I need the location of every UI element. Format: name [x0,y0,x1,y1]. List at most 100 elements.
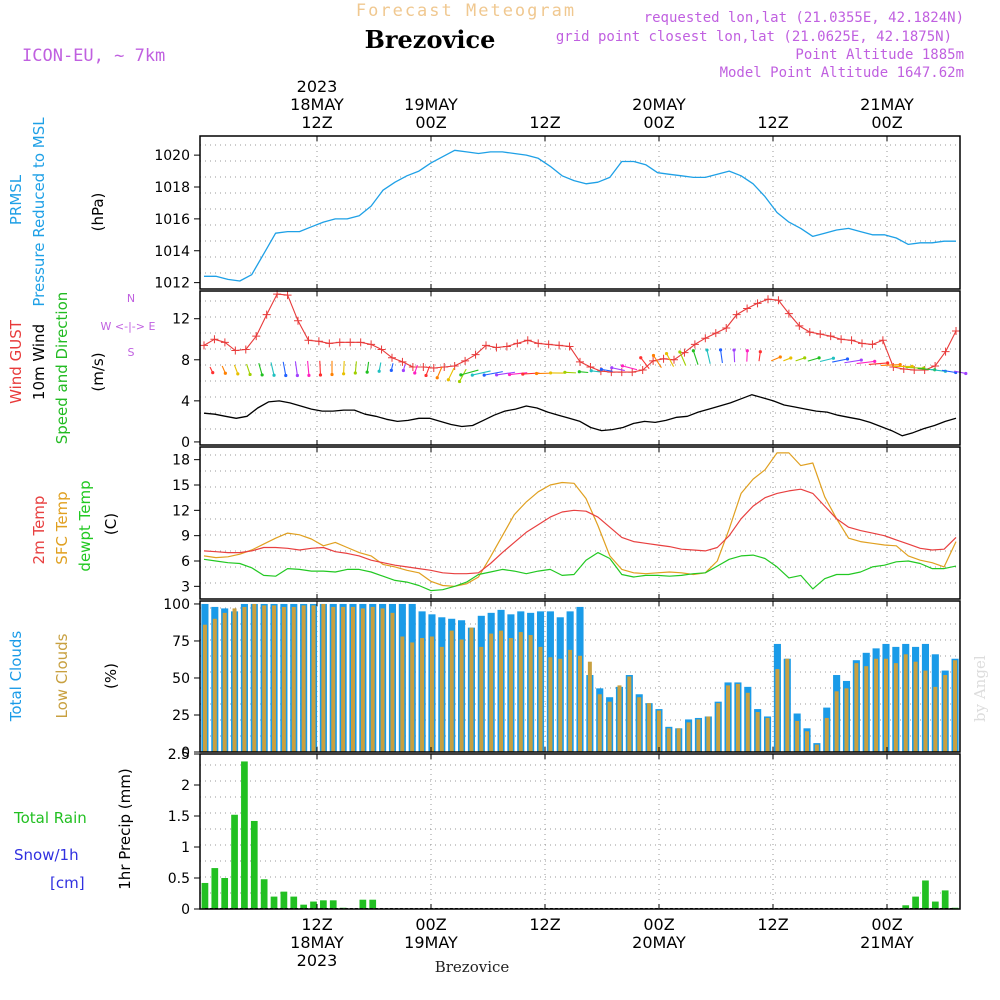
wind-arrow-head [639,356,643,360]
rain-bar [241,761,248,909]
gust-marker [492,343,501,352]
wind-arrow-head [470,373,474,377]
wind-direction-arrow [601,368,613,372]
low-cloud-bar [805,731,810,752]
rain-bar [260,879,268,909]
gust-marker [722,323,731,332]
low-cloud-bar [212,618,217,752]
y-tick-label: 4 [181,394,190,410]
gust-marker [356,338,365,347]
low-cloud-bar [597,694,602,752]
low-cloud-bar [953,660,958,752]
wind-arrow-head [307,373,311,377]
low-cloud-bar [824,717,829,752]
wind-arrow-head [898,363,902,367]
temp-2m-label: 2m Temp [30,496,48,565]
low-cloud-bar [775,669,780,752]
snow-unit-label: [cm] [50,874,85,892]
low-cloud-bar [913,661,918,752]
rain-bar [931,901,939,909]
wind-arrow-head [718,348,723,352]
gust-marker [252,332,261,341]
precip-unit: 1hr Precip (mm) [116,768,134,889]
dewpoint-label: dewpt Temp [76,480,94,571]
wind-arrow-head [459,373,463,377]
panel-frame [199,290,961,446]
rain-bar [922,880,929,909]
wind-direction-arrow [832,358,848,363]
low-cloud-bar [469,627,474,752]
wind-direction-arrow [746,350,748,362]
wind-direction-arrow [640,357,650,370]
low-cloud-bar [341,606,346,752]
wind-arrow-head [330,372,334,377]
compass-we: W <-|-> E [101,320,156,333]
wind-arrow-head [620,364,625,368]
gust-marker [461,356,470,365]
gust-marker [555,341,564,350]
wind-direction-arrow [770,356,781,362]
wind-direction-arrow [366,361,370,373]
wind-direction-arrow [496,371,516,376]
gust-marker [502,342,511,351]
wind-direction-arrow [294,361,298,376]
low-cloud-bar [281,606,286,752]
wind-direction-arrow [307,360,310,376]
low-cloud-bar [933,686,938,752]
low-cloud-bar [785,658,790,752]
footer-location: Brezovice [435,958,510,976]
low-cloud-bar [656,710,661,752]
low-cloud-bar [874,658,879,752]
rain-bar [902,905,910,909]
gust-marker [878,336,887,345]
gust-marker [294,316,302,325]
pressure-line [204,149,956,282]
gust-marker [429,364,438,372]
requested-coords: requested lon,lat (21.0355E, 42.1824N) [644,10,964,26]
wind-direction-arrow [509,372,528,376]
credit-text: by Angel [971,655,989,722]
bottom-hour-label: 00Z [643,915,674,934]
gust-marker [200,341,208,350]
wind-arrow-head [845,357,850,361]
top-date-label: 18MAY [290,95,344,114]
low-cloud-bar [321,603,326,752]
wind-direction-arrow [819,357,834,363]
low-cloud-bar [854,663,859,752]
wind-arrow-head [284,373,288,378]
gust-marker [367,340,376,349]
low-cloud-bar [696,719,701,752]
sfc-temp-label: SFC Temp [53,491,71,564]
bottom-hour-label: 12Z [301,915,332,934]
low-cloud-bar [607,701,612,752]
wind-direction-arrow [425,365,431,376]
frames-layer [194,135,961,910]
wind-direction-arrow [706,349,711,364]
bottom-date-label: 20MAY [632,933,686,952]
y-tick-label: 0.5 [168,871,190,887]
y-tick-label: 2 [181,778,190,794]
wind-arrow-head [248,372,252,377]
gust-marker [826,332,835,341]
low-cloud-bar [390,612,395,752]
gust-marker [440,362,449,371]
wind-arrow-head [691,349,695,353]
wind-arrow-head [507,372,512,377]
gust-marker [941,347,950,356]
wind-direction-arrow [343,360,345,374]
low-cloud-bar [923,670,928,752]
gust-marker [220,338,229,347]
gust-marker [764,295,772,304]
gust-marker [262,310,271,319]
gust-marker [304,336,313,345]
y-tick-label: 12 [172,503,190,519]
wind-direction-arrow [484,371,503,376]
wind-arrow-head [664,351,669,356]
rain-bar [369,899,377,909]
wind-direction-arrow [666,353,675,367]
low-cloud-bar [202,624,207,752]
low-cloud-bar [429,636,434,752]
low-cloud-bar [578,655,582,752]
wind-arrow-head [482,373,486,377]
